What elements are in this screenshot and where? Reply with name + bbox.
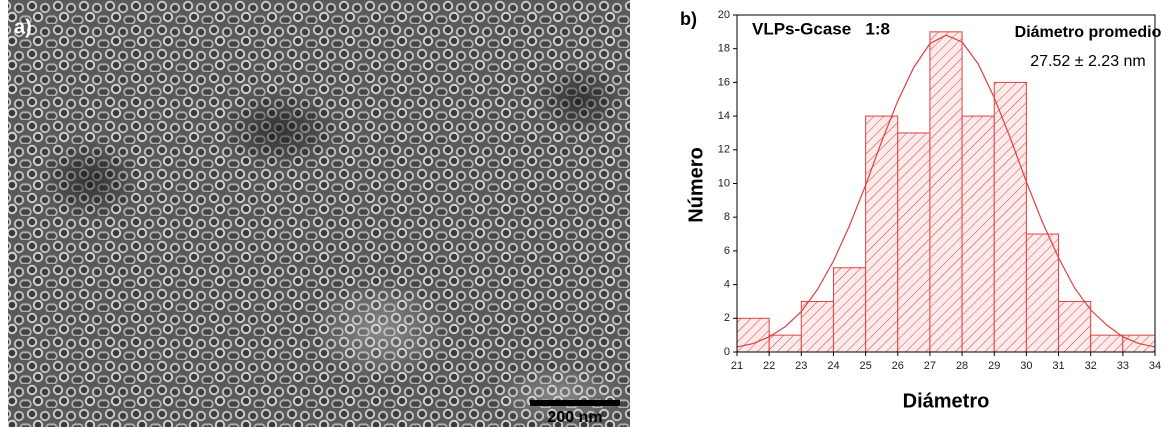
y-tick-label: 10 <box>718 177 730 189</box>
x-tick-label: 24 <box>827 360 839 372</box>
micrograph: a) 200 nm <box>8 0 630 427</box>
y-tick-label: 4 <box>724 279 730 291</box>
x-tick-label: 28 <box>956 360 968 372</box>
panel-label: b) <box>680 9 697 29</box>
x-tick-label: 26 <box>892 360 904 372</box>
y-tick-label: 14 <box>718 110 730 122</box>
bar <box>1058 300 1092 353</box>
shade <box>40 140 140 220</box>
x-tick-label: 29 <box>988 360 1000 372</box>
y-tick-label: 12 <box>718 144 730 156</box>
y-tick-label: 2 <box>724 312 730 324</box>
bar <box>736 317 770 353</box>
x-tick-label: 23 <box>795 360 807 372</box>
bar <box>1025 233 1060 353</box>
annotation: 27.52 ± 2.23 nm <box>1030 53 1146 70</box>
bar <box>800 300 834 353</box>
shade <box>490 365 630 425</box>
scale-bar <box>530 400 620 406</box>
y-tick-label: 6 <box>724 245 730 257</box>
y-tick-label: 20 <box>718 9 730 21</box>
bar <box>961 115 995 353</box>
bar <box>768 334 802 353</box>
x-tick-label: 34 <box>1149 360 1161 372</box>
y-axis-label: Número <box>685 147 707 223</box>
x-tick-label: 30 <box>1020 360 1032 372</box>
bar <box>1090 334 1124 353</box>
x-tick-label: 21 <box>731 360 743 372</box>
annotation: Diámetro promedio <box>1015 24 1162 41</box>
chart-title: VLPs-Gcase 1:8 <box>752 19 890 38</box>
x-tick-label: 32 <box>1085 360 1097 372</box>
y-tick-label: 18 <box>718 43 730 55</box>
x-tick-label: 25 <box>859 360 871 372</box>
scale-label: 200 nm <box>547 409 602 426</box>
y-tick-label: 8 <box>724 211 730 223</box>
bar <box>865 115 899 353</box>
x-tick-label: 31 <box>1052 360 1064 372</box>
x-tick-label: 27 <box>924 360 936 372</box>
x-axis-label: Diámetro <box>903 390 990 412</box>
y-tick-label: 16 <box>718 76 730 88</box>
bar <box>929 31 963 353</box>
fit-curve <box>736 34 1156 348</box>
histogram-panel: b) VLPs-Gcase 1:8 Diámetro promedio 27.5… <box>680 9 1162 413</box>
x-tick-label: 33 <box>1117 360 1129 372</box>
bar <box>832 267 867 353</box>
x-tick-label: 22 <box>763 360 775 372</box>
panel-label: a) <box>14 16 32 38</box>
shade <box>220 90 340 170</box>
bar <box>897 132 931 353</box>
shade <box>310 280 450 380</box>
bar <box>993 81 1027 353</box>
y-tick-label: 0 <box>724 346 730 358</box>
shade <box>535 65 625 135</box>
